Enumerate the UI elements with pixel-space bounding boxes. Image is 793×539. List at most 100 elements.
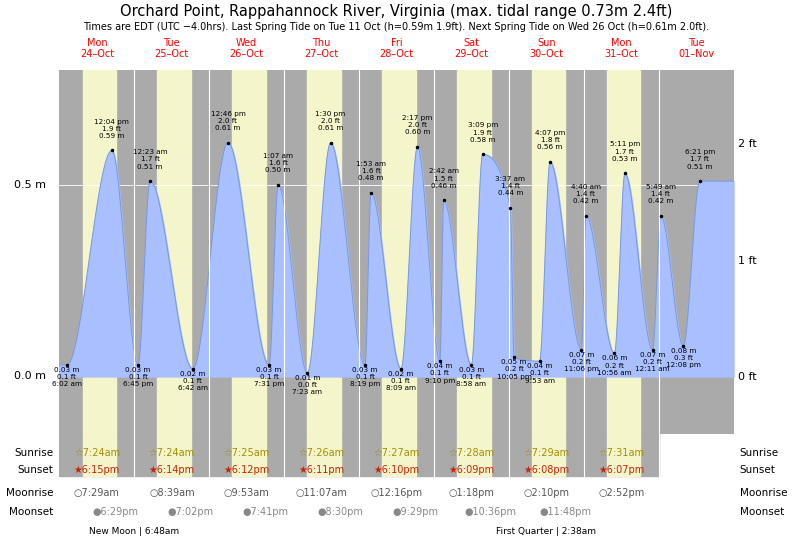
Text: ☆7:28am: ☆7:28am <box>448 448 495 458</box>
Text: 0.02 m
0.1 ft
6:42 am: 0.02 m 0.1 ft 6:42 am <box>178 371 208 391</box>
Text: ○8:39am: ○8:39am <box>149 488 194 497</box>
Bar <box>607 70 640 434</box>
Text: 0.03 m
0.1 ft
8:58 am: 0.03 m 0.1 ft 8:58 am <box>457 367 486 388</box>
Text: Mon
24–Oct: Mon 24–Oct <box>80 38 114 59</box>
Text: 0.08 m
0.3 ft
12:08 pm: 0.08 m 0.3 ft 12:08 pm <box>666 348 701 368</box>
Text: 12:23 am
1.7 ft
0.51 m: 12:23 am 1.7 ft 0.51 m <box>132 149 167 170</box>
Text: 0.03 m
0.1 ft
8:19 pm: 0.03 m 0.1 ft 8:19 pm <box>350 367 380 388</box>
Bar <box>82 434 117 476</box>
Text: ☆7:25am: ☆7:25am <box>224 448 270 458</box>
Bar <box>584 434 659 476</box>
Text: 0.03 m
0.1 ft
6:45 pm: 0.03 m 0.1 ft 6:45 pm <box>123 367 153 388</box>
Bar <box>82 70 117 434</box>
Text: ●7:41pm: ●7:41pm <box>243 507 289 517</box>
Text: 0.04 m
0.1 ft
9:53 am: 0.04 m 0.1 ft 9:53 am <box>524 363 554 384</box>
Text: Mon
31–Oct: Mon 31–Oct <box>604 38 638 59</box>
Text: Times are EDT (UTC −4.0hrs). Last Spring Tide on Tue 11 Oct (h=0.59m 1.9ft). Nex: Times are EDT (UTC −4.0hrs). Last Spring… <box>83 22 710 32</box>
Text: ★6:07pm: ★6:07pm <box>598 465 644 475</box>
Text: Moonset: Moonset <box>740 507 783 517</box>
Bar <box>158 434 191 476</box>
Text: ★6:14pm: ★6:14pm <box>149 465 195 475</box>
Bar <box>308 70 341 434</box>
Text: Moonrise: Moonrise <box>740 488 787 497</box>
Text: ☆7:29am: ☆7:29am <box>523 448 569 458</box>
Text: 4:40 am
1.4 ft
0.42 m: 4:40 am 1.4 ft 0.42 m <box>571 184 601 204</box>
Text: 0.07 m
0.2 ft
12:11 am: 0.07 m 0.2 ft 12:11 am <box>635 351 670 372</box>
Text: 1:07 am
1.6 ft
0.50 m: 1:07 am 1.6 ft 0.50 m <box>263 153 293 174</box>
Text: ☆7:26am: ☆7:26am <box>298 448 345 458</box>
Text: Sunrise: Sunrise <box>740 448 779 458</box>
Text: ●9:29pm: ●9:29pm <box>393 507 439 517</box>
Bar <box>458 434 491 476</box>
Text: ★6:09pm: ★6:09pm <box>448 465 495 475</box>
Text: 0.05 m
0.2 ft
10:05 pm: 0.05 m 0.2 ft 10:05 pm <box>496 359 531 379</box>
Text: 0.06 m
0.2 ft
10:56 am: 0.06 m 0.2 ft 10:56 am <box>597 355 632 376</box>
Text: ●7:02pm: ●7:02pm <box>167 507 213 517</box>
Text: 5:11 pm
1.7 ft
0.53 m: 5:11 pm 1.7 ft 0.53 m <box>610 141 640 162</box>
Text: ○7:29am: ○7:29am <box>74 488 120 497</box>
Text: Moonset: Moonset <box>10 507 53 517</box>
Text: ○2:10pm: ○2:10pm <box>523 488 569 497</box>
Text: 6:21 pm
1.7 ft
0.51 m: 6:21 pm 1.7 ft 0.51 m <box>684 149 715 170</box>
Text: ○1:18pm: ○1:18pm <box>449 488 494 497</box>
Text: 0.07 m
0.2 ft
11:06 pm: 0.07 m 0.2 ft 11:06 pm <box>564 351 599 372</box>
Text: Sunset: Sunset <box>740 465 776 475</box>
Text: Tue
01–Nov: Tue 01–Nov <box>678 38 714 59</box>
Text: Tue
25–Oct: Tue 25–Oct <box>155 38 189 59</box>
Text: Wed
26–Oct: Wed 26–Oct <box>230 38 264 59</box>
Text: 4:07 pm
1.8 ft
0.56 m: 4:07 pm 1.8 ft 0.56 m <box>535 130 565 150</box>
Text: Sunset: Sunset <box>17 465 53 475</box>
Bar <box>434 434 509 476</box>
Text: ☆7:24am: ☆7:24am <box>149 448 195 458</box>
Text: 12:04 pm
1.9 ft
0.59 m: 12:04 pm 1.9 ft 0.59 m <box>94 119 129 139</box>
Text: 1:53 am
1.6 ft
0.48 m: 1:53 am 1.6 ft 0.48 m <box>356 161 386 181</box>
Text: ○2:52pm: ○2:52pm <box>598 488 644 497</box>
Text: ●11:48pm: ●11:48pm <box>539 507 591 517</box>
Text: ★6:10pm: ★6:10pm <box>374 465 419 475</box>
Text: Sun
30–Oct: Sun 30–Oct <box>529 38 563 59</box>
Bar <box>59 434 134 476</box>
Bar <box>158 70 191 434</box>
Bar <box>232 434 266 476</box>
Text: Sunrise: Sunrise <box>14 448 53 458</box>
Bar <box>532 434 565 476</box>
Text: 0.03 m
0.1 ft
7:31 pm: 0.03 m 0.1 ft 7:31 pm <box>254 367 285 388</box>
Text: 0.02 m
0.1 ft
8:09 am: 0.02 m 0.1 ft 8:09 am <box>386 371 416 391</box>
Bar <box>509 434 584 476</box>
Text: ○11:07am: ○11:07am <box>296 488 347 497</box>
Text: 2:17 pm
2.0 ft
0.60 m: 2:17 pm 2.0 ft 0.60 m <box>402 115 433 135</box>
Text: 0.03 m
0.1 ft
6:02 am: 0.03 m 0.1 ft 6:02 am <box>52 367 82 388</box>
Text: 12:46 pm
2.0 ft
0.61 m: 12:46 pm 2.0 ft 0.61 m <box>211 111 245 132</box>
Text: ★6:11pm: ★6:11pm <box>298 465 345 475</box>
Text: Thu
27–Oct: Thu 27–Oct <box>305 38 339 59</box>
Text: 0.5 m: 0.5 m <box>14 180 46 190</box>
Bar <box>134 434 209 476</box>
Text: ★6:15pm: ★6:15pm <box>74 465 120 475</box>
Text: 5:49 am
1.4 ft
0.42 m: 5:49 am 1.4 ft 0.42 m <box>646 184 676 204</box>
Text: ●8:30pm: ●8:30pm <box>317 507 363 517</box>
Bar <box>532 70 565 434</box>
Text: Fri
28–Oct: Fri 28–Oct <box>379 38 414 59</box>
Text: Sat
29–Oct: Sat 29–Oct <box>454 38 488 59</box>
Bar <box>382 434 416 476</box>
Bar <box>232 70 266 434</box>
Bar <box>209 434 284 476</box>
Text: 2:42 am
1.5 ft
0.46 m: 2:42 am 1.5 ft 0.46 m <box>429 168 458 189</box>
Text: ○12:16pm: ○12:16pm <box>370 488 423 497</box>
Text: First Quarter | 2:38am: First Quarter | 2:38am <box>496 527 596 536</box>
Text: New Moon | 6:48am: New Moon | 6:48am <box>90 527 179 536</box>
Text: ★6:12pm: ★6:12pm <box>224 465 270 475</box>
Text: ☆7:27am: ☆7:27am <box>374 448 419 458</box>
Text: ☆7:31am: ☆7:31am <box>598 448 644 458</box>
Text: ★6:08pm: ★6:08pm <box>523 465 569 475</box>
Text: ●6:29pm: ●6:29pm <box>93 507 139 517</box>
Text: 3:09 pm
1.9 ft
0.58 m: 3:09 pm 1.9 ft 0.58 m <box>468 122 498 143</box>
Text: 3:37 am
1.4 ft
0.44 m: 3:37 am 1.4 ft 0.44 m <box>496 176 525 196</box>
Bar <box>607 434 640 476</box>
Bar <box>382 70 416 434</box>
Text: ●10:36pm: ●10:36pm <box>464 507 516 517</box>
Text: 0.04 m
0.1 ft
9:10 pm: 0.04 m 0.1 ft 9:10 pm <box>425 363 455 384</box>
Text: 1:30 pm
2.0 ft
0.61 m: 1:30 pm 2.0 ft 0.61 m <box>316 111 346 132</box>
Text: ☆7:24am: ☆7:24am <box>74 448 120 458</box>
Text: 0.0 m: 0.0 m <box>14 371 46 382</box>
